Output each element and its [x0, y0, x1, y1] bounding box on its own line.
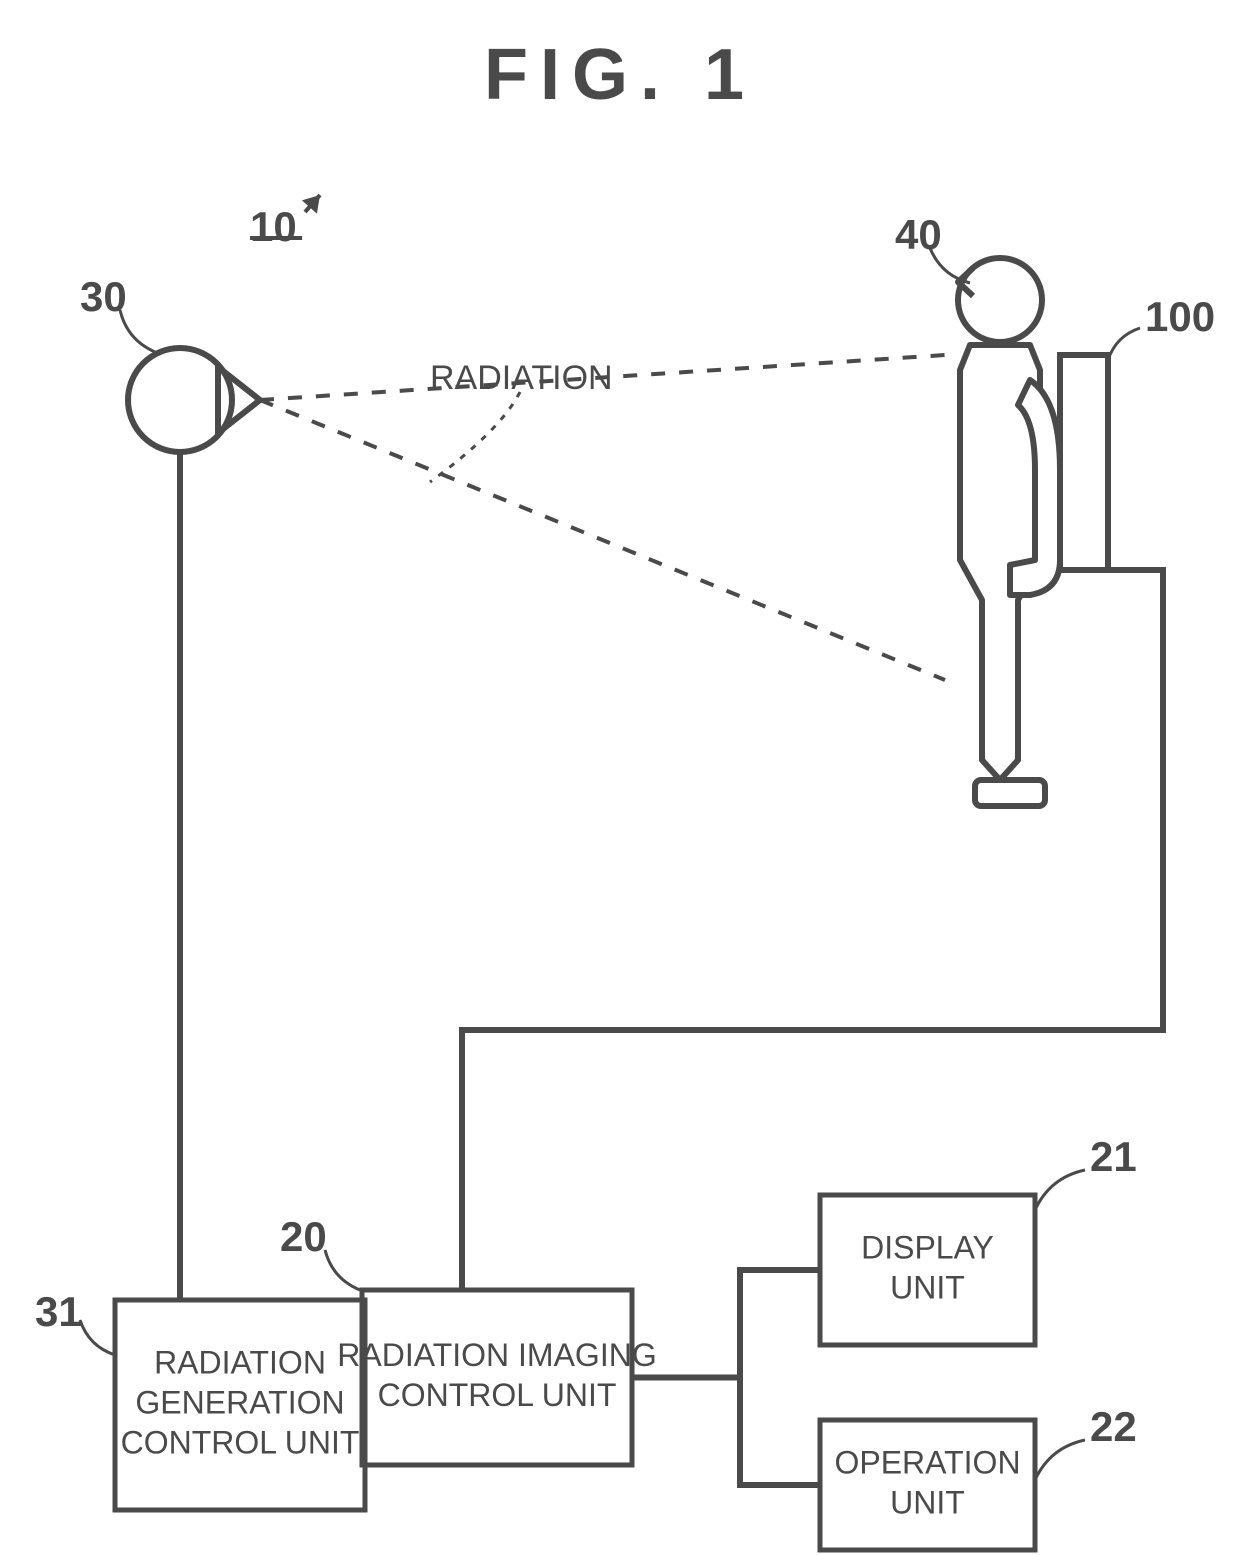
ref-31-leader: [80, 1320, 115, 1355]
detector-panel: [1060, 355, 1108, 570]
radiation-beam-edge: [260, 400, 945, 680]
ref-22-leader: [1035, 1440, 1085, 1480]
conn-to-display: [740, 1270, 820, 1378]
ref-21-leader: [1035, 1170, 1085, 1210]
ref-20: 20: [280, 1213, 327, 1260]
ref-31: 31: [35, 1288, 82, 1335]
operation-unit-label: OPERATION: [834, 1444, 1020, 1480]
radiation-imaging-control-unit: RADIATION IMAGING CONTROL UNIT: [337, 1290, 656, 1465]
ref-100-leader: [1108, 328, 1140, 360]
figure-title: FIG. 1: [484, 35, 756, 115]
display-unit-label: DISPLAY: [861, 1229, 994, 1265]
ref-40: 40: [895, 211, 942, 258]
radiation-label: RADIATION: [430, 359, 613, 397]
operation-unit: OPERATION UNIT: [820, 1420, 1035, 1550]
ref-21: 21: [1090, 1133, 1137, 1180]
ref-10: 10: [250, 203, 297, 250]
radiation-imaging-control-unit-label: CONTROL UNIT: [378, 1377, 617, 1413]
ref-100: 100: [1145, 293, 1215, 340]
ref-22: 22: [1090, 1403, 1137, 1450]
subject-icon: [958, 258, 1060, 806]
radiation-label-leader: [430, 392, 520, 482]
radiation-generation-control-unit-label: GENERATION: [135, 1384, 344, 1420]
radiation-imaging-control-unit-label: RADIATION IMAGING: [337, 1337, 656, 1373]
ref-20-leader: [325, 1250, 360, 1290]
operation-unit-label: UNIT: [890, 1484, 965, 1520]
conn-to-operation: [740, 1378, 820, 1486]
display-unit: DISPLAY UNIT: [820, 1195, 1035, 1345]
radiation-generation-control-unit: RADIATION GENERATION CONTROL UNIT: [115, 1300, 365, 1510]
radiation-generation-control-unit-label: CONTROL UNIT: [121, 1424, 360, 1460]
radiation-generation-control-unit-label: RADIATION: [154, 1344, 326, 1380]
display-unit-label: UNIT: [890, 1269, 965, 1305]
